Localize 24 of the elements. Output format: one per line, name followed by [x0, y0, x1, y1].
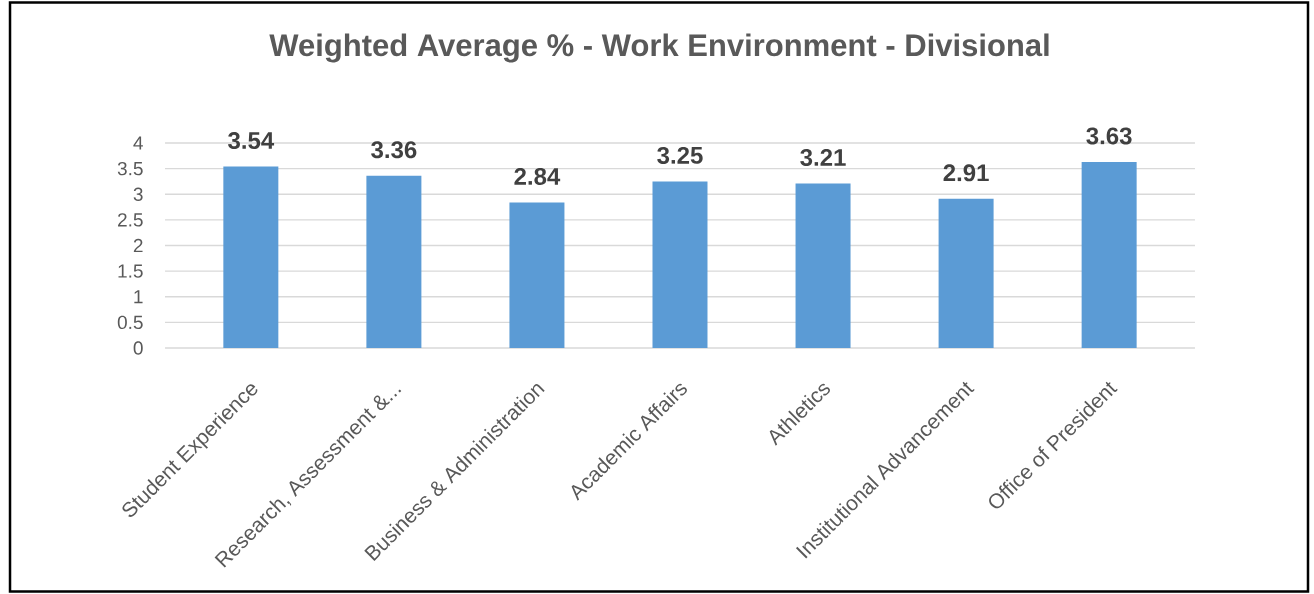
bar: [223, 166, 279, 348]
data-label: 3.25: [657, 146, 703, 164]
data-label: 3.36: [371, 141, 417, 159]
bar: [1081, 161, 1137, 348]
bar: [366, 175, 422, 348]
data-label: 2.91: [943, 164, 989, 182]
y-tick-label: 3.5: [117, 161, 143, 176]
chart-title: Weighted Average % - Work Environment - Divisional: [269, 33, 1049, 63]
y-tick-label: 2.5: [118, 213, 143, 227]
y-tick-label: 2: [133, 238, 143, 253]
bar: [652, 181, 708, 348]
y-tick-label: 3: [133, 187, 143, 201]
data-label: 2.84: [514, 167, 561, 185]
bar: [795, 183, 851, 348]
data-label: 3.54: [228, 132, 275, 150]
y-tick-label: 1: [134, 290, 143, 304]
y-tick-label: 4: [133, 136, 143, 150]
data-label: 3.63: [1086, 127, 1132, 145]
bar: [938, 198, 994, 348]
bar: [509, 202, 565, 348]
y-tick-label: 1.5: [118, 264, 143, 278]
data-label: 3.21: [800, 148, 846, 166]
y-tick-label: 0: [133, 341, 143, 355]
y-tick-label: 0.5: [117, 315, 143, 330]
